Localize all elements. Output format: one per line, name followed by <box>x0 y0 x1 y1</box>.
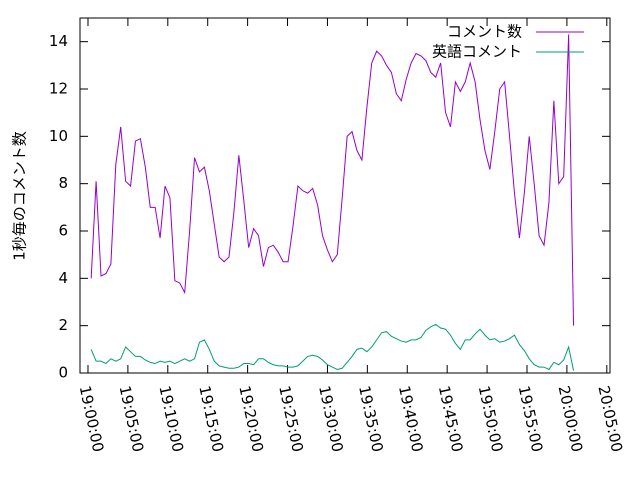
x-tick-label: 19:05:00 <box>116 384 148 454</box>
plot-border <box>79 17 611 374</box>
x-tick-label: 19:15:00 <box>195 384 227 454</box>
data-line <box>90 34 575 326</box>
x-tick-label: 19:50:00 <box>475 384 507 454</box>
y-tick-label: 8 <box>58 174 68 192</box>
y-tick-label: 14 <box>49 32 68 50</box>
data-line <box>90 323 575 371</box>
y-tick-label: 2 <box>58 316 68 334</box>
x-tick-label: 19:40:00 <box>395 384 427 454</box>
legend-label: コメント数 <box>447 23 522 41</box>
x-tick-label: 19:00:00 <box>76 384 108 454</box>
y-tick-label: 10 <box>49 127 68 145</box>
x-tick-label: 20:00:00 <box>555 384 587 454</box>
x-tick-label: 19:45:00 <box>435 384 467 454</box>
y-tick-label: 12 <box>49 80 68 98</box>
y-axis-label: 1秒毎のコメント数 <box>11 131 29 261</box>
x-tick-label: 20:05:00 <box>594 384 626 454</box>
y-tick-label: 0 <box>58 364 68 382</box>
y-tick-label: 4 <box>58 269 68 287</box>
x-tick-label: 19:35:00 <box>355 384 387 454</box>
x-tick-label: 19:55:00 <box>515 384 547 454</box>
x-tick-label: 19:30:00 <box>315 384 347 454</box>
x-tick-label: 19:10:00 <box>155 384 187 454</box>
x-tick-label: 19:25:00 <box>275 384 307 454</box>
x-tick-label: 19:20:00 <box>235 384 267 454</box>
y-tick-label: 6 <box>58 222 68 240</box>
legend-label: 英語コメント <box>432 43 522 61</box>
